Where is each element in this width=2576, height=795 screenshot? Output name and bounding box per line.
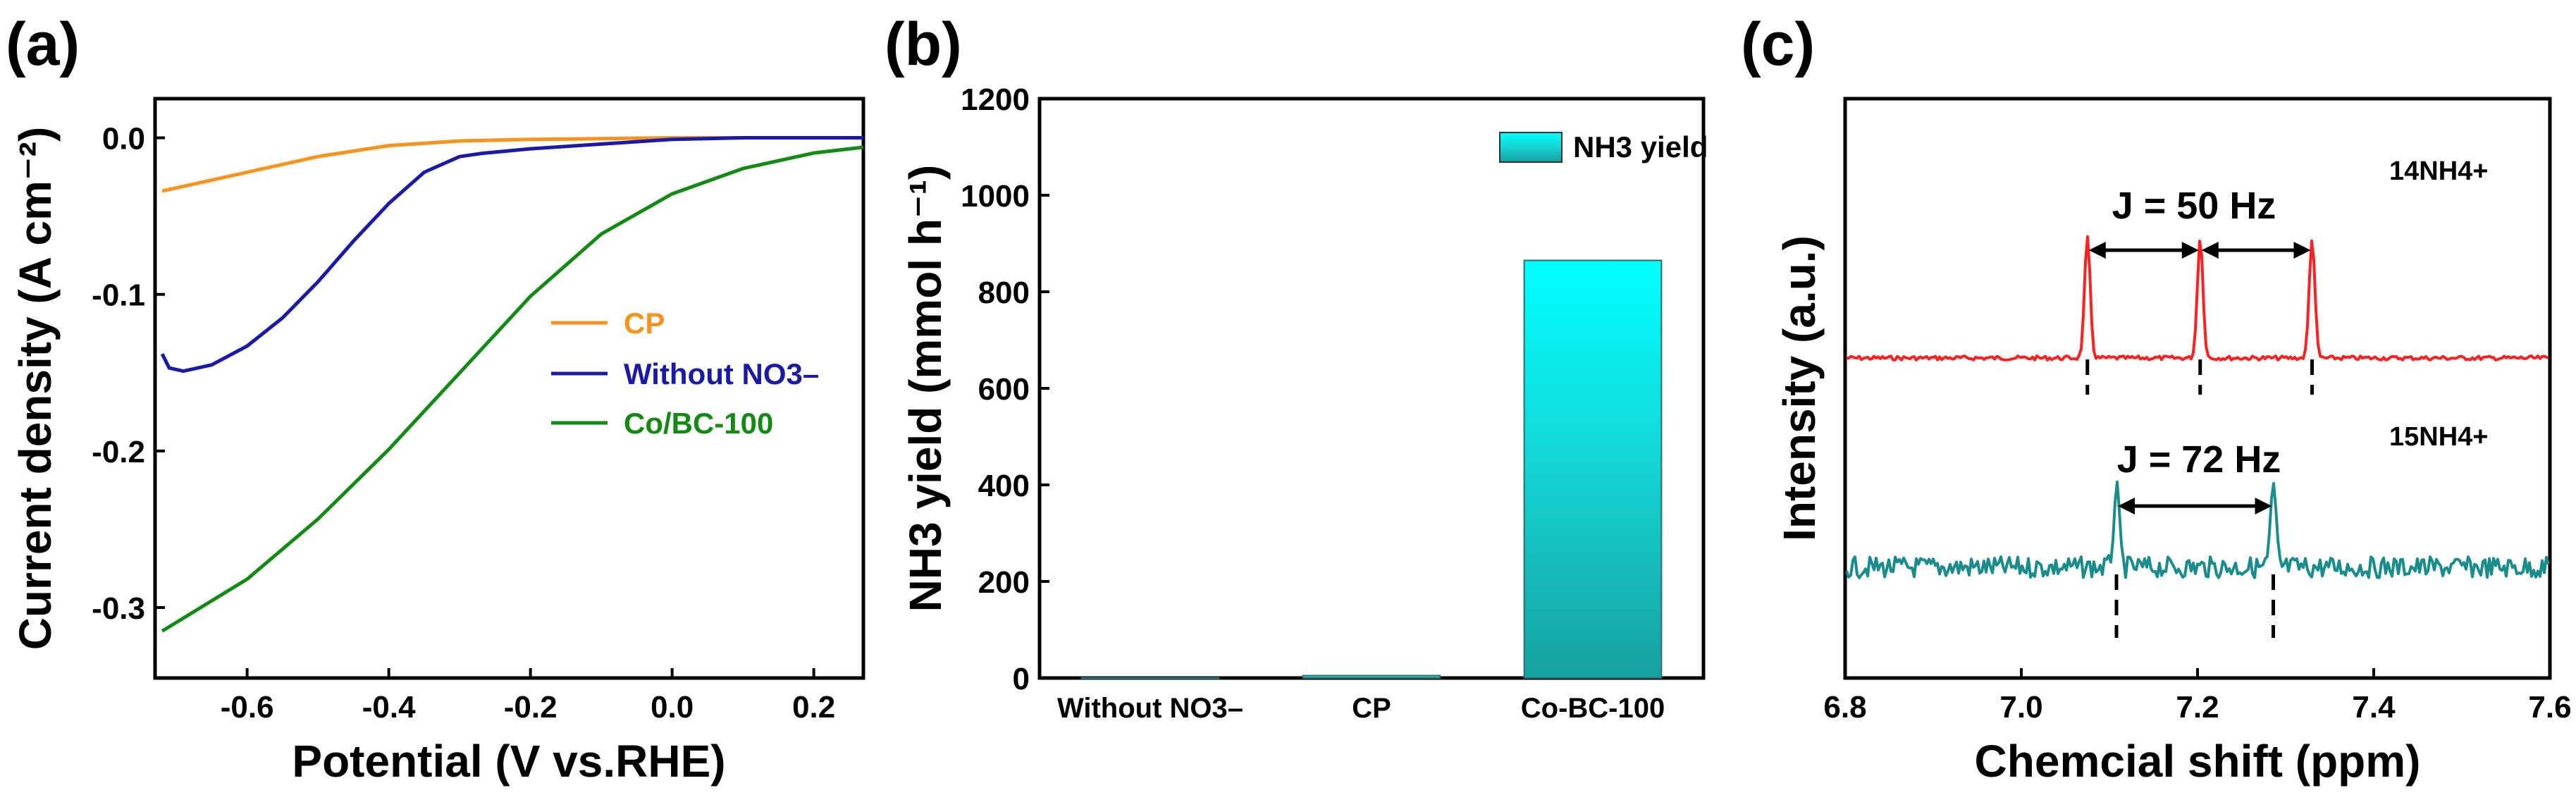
x-tick-label-c: 6.8 [1823, 690, 1866, 725]
j-coupling-label-15: J = 72 Hz [2117, 438, 2281, 481]
x-tick-label-a: -0.2 [504, 690, 557, 725]
y-tick-label-a: 0.0 [102, 122, 145, 156]
isotope-label-15: 15NH4+ [2389, 422, 2488, 452]
y-tick-label-a: -0.2 [92, 435, 145, 469]
y-tick-label-b: 1000 [961, 179, 1030, 214]
y-tick-label-b: 200 [978, 565, 1030, 600]
j-coupling-label-14: J = 50 Hz [2112, 185, 2276, 227]
legend-label-nh3-yield: NH3 yield [1573, 130, 1708, 164]
coupling-arrow [2118, 498, 2272, 514]
panel-label-c: (c) [1741, 11, 1815, 78]
spectrum-line-0 [1846, 235, 2549, 362]
plot-frame-a [153, 97, 865, 680]
coupling-arrow [2201, 242, 2311, 259]
y-tick-label-a: -0.3 [92, 591, 145, 626]
bar [1080, 677, 1220, 679]
panel-label-a: (a) [6, 11, 80, 78]
y-axis-title-c: Intensity (a.u.) [1774, 235, 1825, 541]
x-tick-label-a: -0.6 [221, 690, 274, 725]
x-tick-label-a: 0.0 [651, 690, 694, 725]
y-tick-label-a: -0.1 [92, 278, 145, 313]
y-tick-label-b: 0 [1013, 662, 1030, 696]
spectrum-line-1 [1845, 480, 2550, 579]
chart-c: 6.8 7.0 7.2 7.4 7.6 J = 50 Hz J = 72 Hz 14NH… [1774, 97, 2572, 787]
y-tick-label-b: 1200 [961, 82, 1030, 117]
series-line-2 [161, 145, 864, 633]
isotope-label-14: 14NH4+ [2389, 156, 2488, 186]
legend-label-without-no3: Without NO3– [624, 357, 819, 390]
y-tick-label-b: 800 [978, 276, 1030, 310]
legend-b: NH3 yield [1499, 130, 1708, 164]
bar [1302, 674, 1441, 679]
series-line-1 [160, 136, 863, 374]
x-tick-label-a: 0.2 [792, 690, 835, 725]
x-tick-label-a: -0.4 [362, 690, 416, 725]
legend-label-cp: CP [624, 307, 665, 340]
y-axis-title-a: Current density (A cm⁻²) [10, 127, 61, 651]
y-tick-label-b: 400 [978, 469, 1030, 503]
x-tick-label-c: 7.6 [2528, 690, 2571, 725]
legend-swatch-nh3-yield [1499, 132, 1563, 163]
x-tick-label-c: 7.4 [2352, 690, 2396, 725]
legend-a: CP Without NO3– Co/BC-100 [551, 307, 819, 440]
y-tick-label-b: 600 [978, 372, 1030, 407]
category-label: Co-BC-100 [1521, 693, 1665, 724]
category-label: CP [1352, 693, 1391, 724]
x-tick-label-c: 7.0 [1999, 690, 2042, 725]
panel-label-b: (b) [885, 11, 962, 78]
x-axis-title-c: Chemcial shift (ppm) [1975, 736, 2421, 787]
category-label: Without NO3– [1057, 693, 1243, 724]
bar [1523, 259, 1663, 679]
legend-label-co-bc-100: Co/BC-100 [624, 407, 773, 440]
chart-a: -0.6 -0.4 -0.2 0.0 0.2 0.0 -0.1 -0.2 -0.3 Poten… [10, 97, 865, 787]
x-tick-label-c: 7.2 [2176, 690, 2219, 725]
x-axis-title-a: Potential (V vs.RHE) [292, 736, 725, 787]
y-axis-title-b: NH3 yield (mmol h⁻¹) [900, 165, 951, 612]
coupling-arrow [2088, 242, 2199, 259]
chart-b: 0 200 400 600 800 1000 1200 Without NO3– CP Co-B… [900, 82, 1708, 724]
